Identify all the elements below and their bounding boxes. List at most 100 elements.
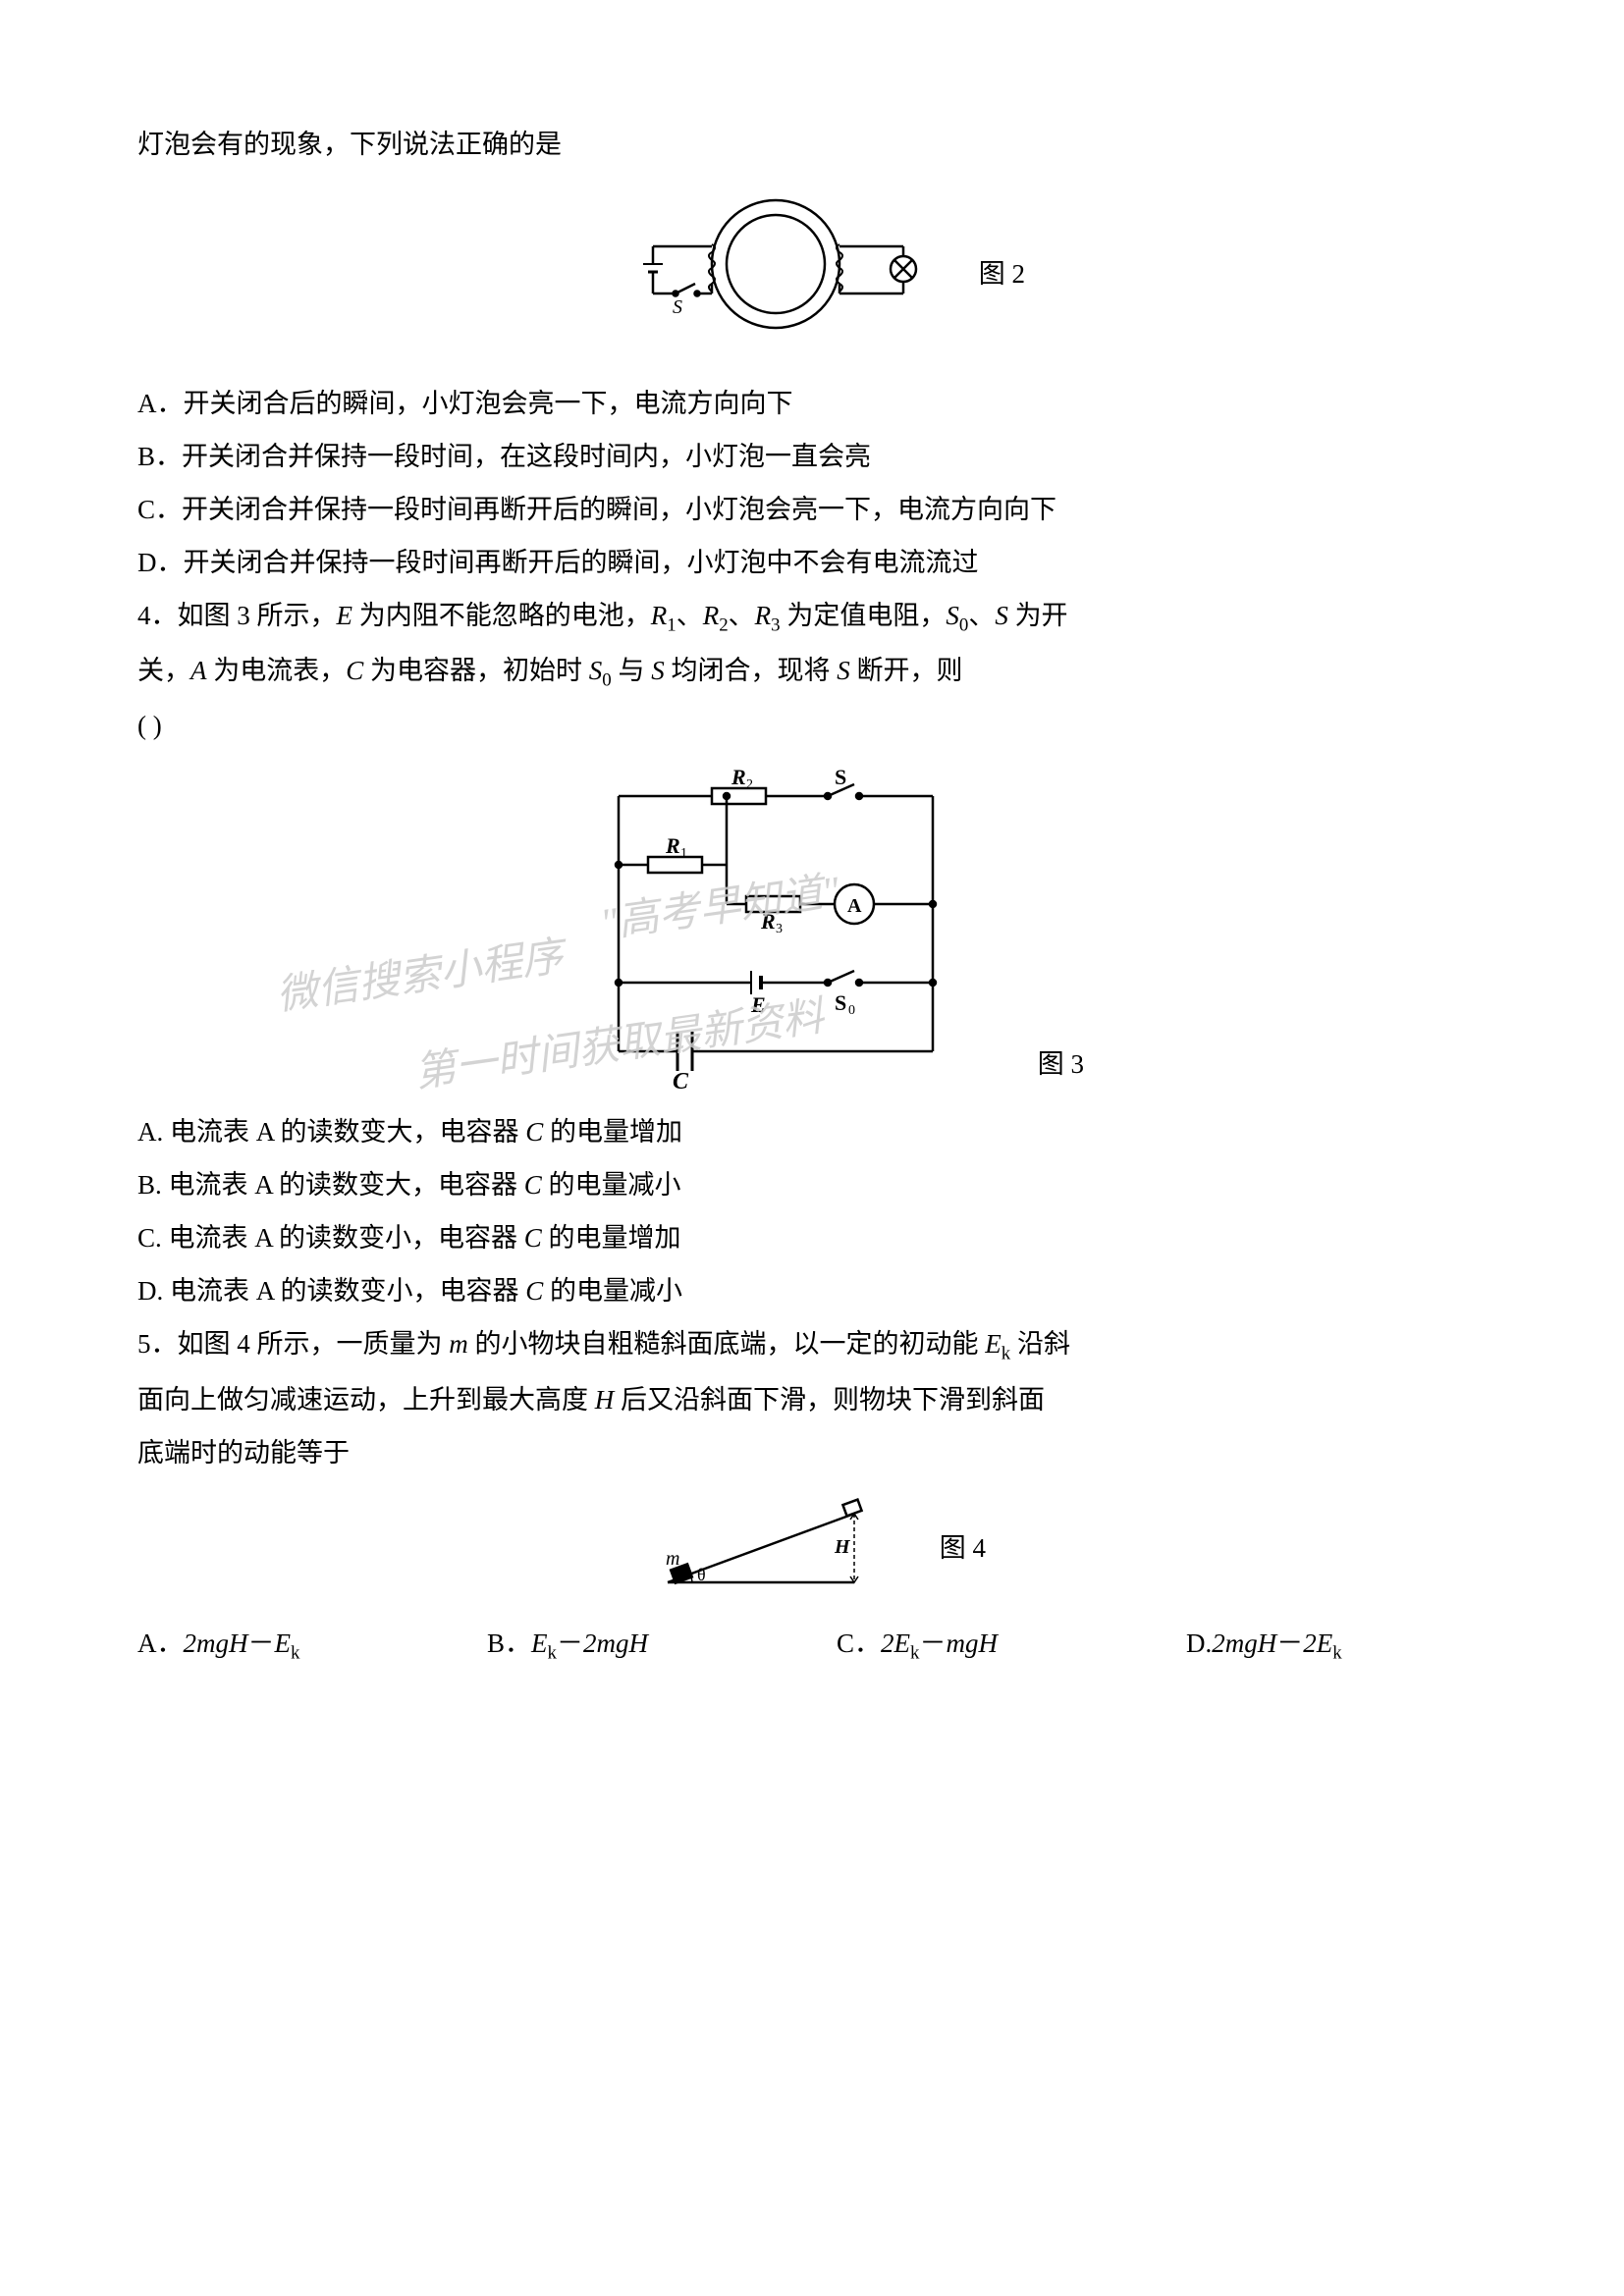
q4-text: 均闭合，现将 [665, 656, 838, 685]
text: C. 电流表 A 的读数变小，电容器 [137, 1223, 524, 1253]
q5-options-row: A．2mgH－Ek B．Ek－2mgH C．2Ek－mgH D.2mgH－2Ek [137, 1617, 1487, 1672]
q4-text: 为开 [1008, 601, 1068, 630]
svg-text:R: R [760, 909, 776, 934]
svg-text:E: E [750, 992, 766, 1017]
minus: － [248, 1629, 275, 1658]
svg-text:C: C [673, 1069, 689, 1091]
symbol-S0: S0 [946, 601, 968, 630]
q4-text: 关， [137, 656, 190, 685]
figure-4-label: 图 4 [940, 1522, 986, 1575]
symbol-Sb: S [651, 656, 665, 685]
q3-option-d: D．开关闭合并保持一段时间再断开后的瞬间，小灯泡中不会有电流流过 [137, 536, 1487, 589]
q3-option-a: A．开关闭合后的瞬间，小灯泡会亮一下，电流方向向下 [137, 377, 1487, 430]
expr: 2Ek [1303, 1629, 1341, 1658]
text: 的电量增加 [543, 1117, 682, 1147]
intro-line: 灯泡会有的现象，下列说法正确的是 [137, 118, 1487, 171]
q4-text: 与 [612, 656, 652, 685]
symbol-E: E [337, 601, 353, 630]
figure-2: S 图 2 [137, 186, 1487, 362]
text: 5．如图 4 所示，一质量为 [137, 1329, 449, 1359]
expr: 2Ek [881, 1629, 919, 1658]
symbol-H: H [595, 1385, 615, 1415]
minus: － [557, 1629, 583, 1658]
svg-text:R: R [665, 833, 680, 858]
q5-stem-line3: 底端时的动能等于 [137, 1426, 1487, 1479]
text: 的小物块自粗糙斜面底端，以一定的初动能 [468, 1329, 986, 1359]
symbol-m: m [449, 1329, 468, 1359]
svg-text:m: m [666, 1548, 679, 1570]
symbol-C: C [524, 1170, 542, 1200]
q5-option-b: B．Ek－2mgH [487, 1617, 787, 1672]
expr: mgH [946, 1629, 998, 1658]
q5-stem-line1: 5．如图 4 所示，一质量为 m 的小物块自粗糙斜面底端，以一定的初动能 Ek … [137, 1317, 1487, 1372]
symbol-R1: R1 [651, 601, 677, 630]
symbol-S0b: S0 [589, 656, 612, 685]
figure-2-label: 图 2 [979, 247, 1025, 300]
text: A. 电流表 A 的读数变大，电容器 [137, 1117, 525, 1147]
text: 沿斜 [1010, 1329, 1070, 1359]
minus: － [919, 1629, 946, 1658]
expr: Ek [531, 1629, 557, 1658]
q3-option-c: C．开关闭合并保持一段时间再断开后的瞬间，小灯泡会亮一下，电流方向向下 [137, 483, 1487, 536]
svg-text:1: 1 [680, 846, 687, 861]
symbol-R2: R2 [703, 601, 729, 630]
svg-text:θ: θ [697, 1565, 706, 1584]
expr: 2mgH [583, 1629, 648, 1658]
q5-option-d: D.2mgH－2Ek [1186, 1617, 1487, 1672]
text: 的电量增加 [542, 1223, 681, 1253]
svg-text:S: S [673, 296, 682, 318]
text: 面向上做匀减速运动，上升到最大高度 [137, 1385, 595, 1415]
q4-option-b: B. 电流表 A 的读数变大，电容器 C 的电量减小 [137, 1158, 1487, 1211]
q4-text: 为电容器，初始时 [363, 656, 589, 685]
expr: 2mgH [184, 1629, 248, 1658]
text: 的电量减小 [542, 1170, 681, 1200]
q3-option-b: B．开关闭合并保持一段时间，在这段时间内，小灯泡一直会亮 [137, 430, 1487, 483]
q4-option-d: D. 电流表 A 的读数变小，电容器 C 的电量减小 [137, 1264, 1487, 1317]
label: D. [1186, 1629, 1212, 1658]
label: A． [137, 1629, 184, 1658]
symbol-Sc: S [837, 656, 850, 685]
svg-text:S: S [835, 767, 846, 789]
q4-text: 断开，则 [850, 656, 963, 685]
q4-text: 4．如图 3 所示， [137, 601, 337, 630]
svg-text:0: 0 [848, 1003, 855, 1018]
q4-text: 为定值电阻， [781, 601, 947, 630]
text: B. 电流表 A 的读数变大，电容器 [137, 1170, 524, 1200]
symbol-C: C [346, 656, 363, 685]
svg-text:R: R [731, 767, 746, 789]
symbol-C: C [525, 1117, 543, 1147]
text: 后又沿斜面下滑，则物块下滑到斜面 [614, 1385, 1045, 1415]
q5-option-c: C．2Ek－mgH [837, 1617, 1137, 1672]
symbol-C: C [524, 1223, 542, 1253]
text: D. 电流表 A 的读数变小，电容器 [137, 1276, 525, 1306]
symbol-S: S [995, 601, 1008, 630]
svg-text:2: 2 [746, 777, 753, 792]
q4-paren: ( ) [137, 699, 1487, 752]
svg-text:A: A [847, 895, 862, 917]
svg-text:3: 3 [776, 922, 783, 936]
q4-stem-line1: 4．如图 3 所示，E 为内阻不能忽略的电池，R1、R2、R3 为定值电阻，S0… [137, 589, 1487, 644]
figure-3-label: 图 3 [1038, 1038, 1084, 1091]
q4-option-c: C. 电流表 A 的读数变小，电容器 C 的电量增加 [137, 1211, 1487, 1264]
q4-text: 为内阻不能忽略的电池， [352, 601, 651, 630]
page-content: 灯泡会有的现象，下列说法正确的是 [0, 0, 1624, 1789]
symbol-R3: R3 [755, 601, 781, 630]
text: 的电量减小 [543, 1276, 682, 1306]
label: B． [487, 1629, 531, 1658]
q4-stem-line2: 关，A 为电流表，C 为电容器，初始时 S0 与 S 均闭合，现将 S 断开，则 [137, 644, 1487, 699]
q4-option-a: A. 电流表 A 的读数变大，电容器 C 的电量增加 [137, 1105, 1487, 1158]
minus: － [1276, 1629, 1303, 1658]
expr: 2mgH [1212, 1629, 1276, 1658]
symbol-C: C [525, 1276, 543, 1306]
q4-text: 为电流表， [207, 656, 347, 685]
figure-4: m θ H 图 4 [137, 1494, 1487, 1602]
svg-text:H: H [834, 1536, 851, 1558]
figure-3: R 2 S R 1 R 3 A E S 0 C 图 3 [137, 767, 1487, 1091]
q5-option-a: A．2mgH－Ek [137, 1617, 438, 1672]
symbol-A: A [190, 656, 207, 685]
symbol-Ek: Ek [985, 1329, 1010, 1359]
label: C． [837, 1629, 881, 1658]
q5-stem-line2: 面向上做匀减速运动，上升到最大高度 H 后又沿斜面下滑，则物块下滑到斜面 [137, 1373, 1487, 1426]
expr: Ek [275, 1629, 300, 1658]
svg-text:S: S [835, 990, 846, 1015]
